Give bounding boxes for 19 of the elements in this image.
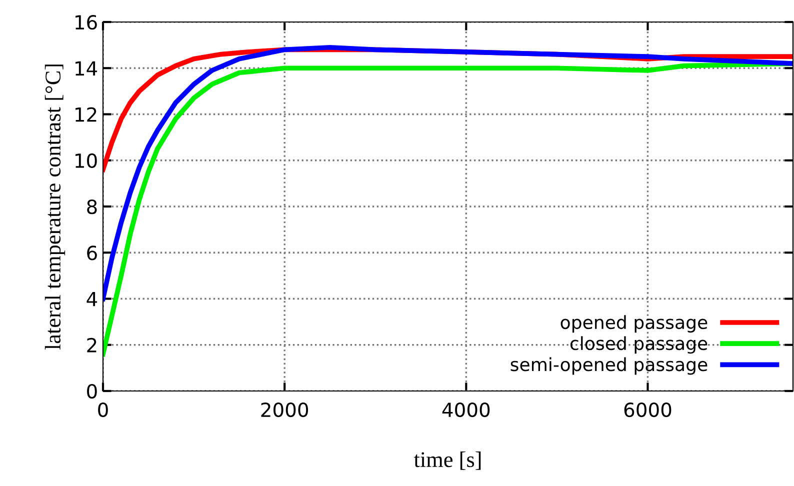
y-tick-label: 12 (76, 107, 96, 122)
y-tick-label: 6 (87, 246, 97, 260)
y-axis-title: lateral temperature contrast [°C] (44, 64, 66, 350)
x-tick-label: 0 (98, 402, 108, 418)
y-tick-label: 14 (76, 61, 98, 76)
legend-label: closed passage (570, 336, 708, 354)
legend-label: semi-opened passage (510, 357, 708, 375)
x-tick-label: 2000 (261, 402, 308, 418)
y-tick-label: 16 (76, 14, 97, 30)
y-tick-label: 2 (87, 338, 96, 352)
y-tick-label: 10 (76, 153, 97, 168)
x-axis-title: time [s] (414, 451, 481, 470)
y-tick-label: 8 (87, 199, 97, 214)
legend-label: opened passage (560, 315, 708, 333)
y-tick-label: 0 (87, 384, 97, 399)
x-tick-label: 4000 (442, 402, 490, 418)
x-tick-label: 6000 (624, 402, 672, 418)
line-series (103, 44, 793, 302)
y-tick-label: 4 (86, 292, 98, 306)
